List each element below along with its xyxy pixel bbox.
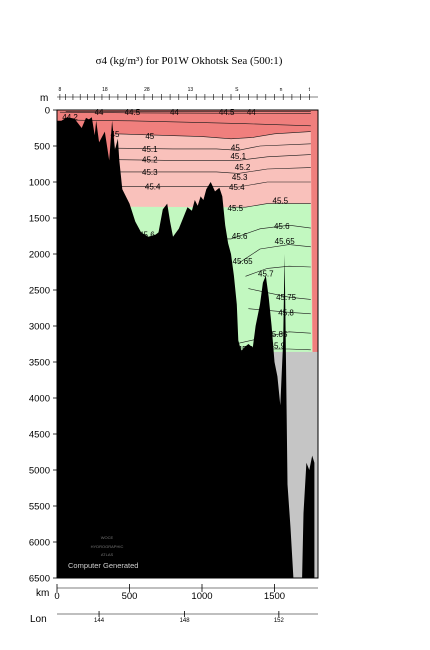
station-label-13: 13 xyxy=(188,87,194,93)
contour-label-45.65: 45.65 xyxy=(275,237,296,246)
logo-line-2: HYDROGRAPHIC xyxy=(91,544,124,549)
contour-label-45.2: 45.2 xyxy=(142,156,158,165)
station-label-n: n xyxy=(280,87,283,93)
depth-tick-label-1500: 1500 xyxy=(29,214,50,225)
contour-label-44.5: 44.5 xyxy=(125,108,141,117)
seafloor-profile xyxy=(57,117,315,578)
longitude-tick-label-144: 144 xyxy=(94,618,105,624)
contour-label-45.4: 45.4 xyxy=(229,183,245,192)
contour-label-45.6: 45.6 xyxy=(274,222,290,231)
contour-label-44.2: 44.2 xyxy=(62,113,78,122)
contour-label-45.2: 45.2 xyxy=(235,163,251,172)
contour-label-45: 45 xyxy=(111,130,120,139)
station-label-t: t xyxy=(309,87,311,93)
contour-45 xyxy=(114,131,311,140)
woce-logo: WOCE HYDROGRAPHIC ATLAS xyxy=(91,535,124,557)
contour-label-45.9: 45.9 xyxy=(270,341,286,350)
depth-axis: 0 500 1000 1500 2000 2500 3000 3500 4000 4500 5000… xyxy=(29,106,57,585)
contour-label-45.75: 45.75 xyxy=(276,293,297,302)
contour-label-44: 44 xyxy=(170,108,179,117)
distance-tick-label-1500: 1500 xyxy=(264,591,285,602)
contour-label-45.6: 45.6 xyxy=(232,232,248,241)
computer-generated-label: Computer Generated xyxy=(68,561,138,570)
depth-tick-label-2500: 2500 xyxy=(29,286,50,297)
longitude-tick-label-148: 148 xyxy=(180,618,191,624)
depth-tick-label-3500: 3500 xyxy=(29,358,50,369)
depth-tick-label-1000: 1000 xyxy=(29,178,50,189)
contour-45.4 xyxy=(115,181,311,188)
contour-label-45.3: 45.3 xyxy=(142,168,158,177)
plot-frame xyxy=(56,109,319,579)
station-label-S: S xyxy=(235,87,239,93)
contour-label-45.3: 45.3 xyxy=(232,173,248,182)
depth-unit-label: m xyxy=(40,93,48,104)
depth-tick-label-4000: 4000 xyxy=(29,394,50,405)
depth-tick-label-4500: 4500 xyxy=(29,430,50,441)
contour-label-45.5: 45.5 xyxy=(273,197,289,206)
depth-tick-label-0: 0 xyxy=(45,106,50,117)
contour-45.1 xyxy=(114,143,311,151)
contour-45.7 xyxy=(245,265,311,277)
distance-tick-label-1000: 1000 xyxy=(191,591,212,602)
distance-unit-label: km xyxy=(36,588,49,599)
depth-tick-label-5500: 5500 xyxy=(29,502,50,513)
distance-tick-label-0: 0 xyxy=(54,591,59,602)
contour-label-45.1: 45.1 xyxy=(142,145,158,154)
longitude-axis: 144 148 152 xyxy=(57,611,318,624)
depth-tick-label-500: 500 xyxy=(34,142,50,153)
longitude-label: Lon xyxy=(30,614,47,625)
contour-45.2 xyxy=(114,154,311,161)
contour-45.5 xyxy=(231,203,311,208)
contour-label-44: 44 xyxy=(247,108,256,117)
contour-label-45.1: 45.1 xyxy=(230,152,246,161)
longitude-tick-label-152: 152 xyxy=(274,618,285,624)
distance-axis: 0 500 1000 1500 xyxy=(54,584,318,602)
distance-tick-label-500: 500 xyxy=(122,591,138,602)
contour-label-44: 44 xyxy=(95,108,104,117)
seafloor-fill xyxy=(57,117,315,578)
contour-label-45.4: 45.4 xyxy=(145,182,161,191)
station-label-28: 28 xyxy=(144,87,150,93)
contour-44.5 xyxy=(59,111,311,114)
station-label-18: 18 xyxy=(102,87,108,93)
contour-label-45: 45 xyxy=(231,143,240,152)
contour-45.65 xyxy=(238,244,311,264)
contour-label-45: 45 xyxy=(145,132,154,141)
contour-label-45.9: 45.9 xyxy=(238,345,254,354)
contour-45.3 xyxy=(115,167,311,174)
contour-label-44.5: 44.5 xyxy=(219,108,235,117)
station-label-8: 8 xyxy=(59,87,62,93)
contour-label-45.8: 45.8 xyxy=(278,308,294,317)
depth-tick-label-5000: 5000 xyxy=(29,466,50,477)
logo-line-1: WOCE xyxy=(101,535,114,540)
depth-tick-label-2000: 2000 xyxy=(29,250,50,261)
chart-title: σ4 (kg/m³) for P01W Okhotsk Sea (500:1) xyxy=(96,55,283,67)
contour-label-45.85: 45.85 xyxy=(267,330,288,339)
contour-label-45.7: 45.7 xyxy=(258,269,274,278)
contour-label-45.65: 45.65 xyxy=(233,257,254,266)
contour-label-45.6: 45.6 xyxy=(139,231,155,240)
contour-label-45.5: 45.5 xyxy=(228,204,244,213)
contour-44.8 xyxy=(65,119,311,127)
depth-tick-label-3000: 3000 xyxy=(29,322,50,333)
depth-tick-label-6000: 6000 xyxy=(29,538,50,549)
logo-line-3: ATLAS xyxy=(101,552,114,557)
depth-tick-label-6500: 6500 xyxy=(29,574,50,585)
